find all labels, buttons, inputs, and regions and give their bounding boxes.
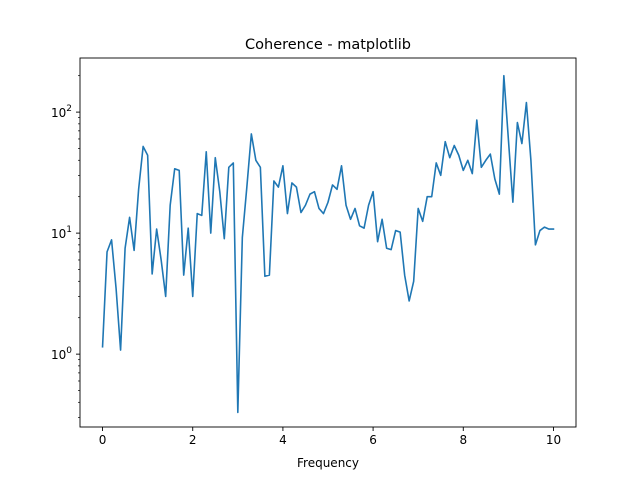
axes-frame <box>79 57 577 428</box>
x-axis-label: Frequency <box>297 456 359 470</box>
series-line-0 <box>101 74 555 414</box>
x-tick-label: 10 <box>546 433 561 447</box>
chart-title: Coherence - matplotlib <box>245 37 411 53</box>
x-tick-label: 2 <box>189 433 197 447</box>
x-tick-label: 8 <box>459 433 467 447</box>
x-tick-label: 6 <box>369 433 377 447</box>
x-tick-label: 0 <box>99 433 107 447</box>
x-tick-label: 4 <box>279 433 287 447</box>
